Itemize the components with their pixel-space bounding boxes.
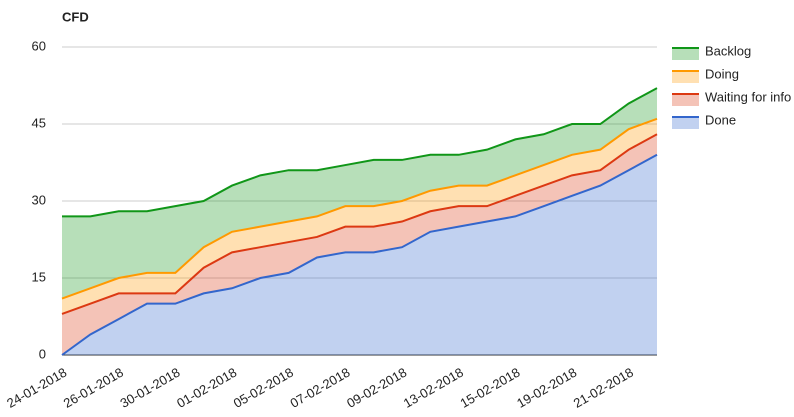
y-tick-label: 15 xyxy=(32,269,46,284)
y-tick-label: 60 xyxy=(32,38,46,53)
legend-label: Waiting for info xyxy=(705,89,791,104)
line xyxy=(61,153,658,356)
area xyxy=(62,154,657,355)
y-tick-label: 30 xyxy=(32,192,46,207)
line xyxy=(61,133,658,315)
x-tick-label: 13-02-2018 xyxy=(401,365,466,411)
legend-swatch xyxy=(672,71,699,83)
x-tick-label: 30-01-2018 xyxy=(117,365,182,411)
x-tick-label: 01-02-2018 xyxy=(174,365,239,411)
chart-title: CFD xyxy=(62,9,89,24)
area xyxy=(62,118,657,314)
x-tick-label: 21-02-2018 xyxy=(571,365,636,411)
legend-swatch xyxy=(672,117,699,129)
legend-swatch xyxy=(672,94,699,106)
line xyxy=(62,87,658,218)
y-tick-label: 0 xyxy=(39,346,46,361)
area xyxy=(62,134,657,355)
legend-label: Doing xyxy=(705,66,739,81)
legend-label: Done xyxy=(705,112,736,127)
x-tick-label: 07-02-2018 xyxy=(287,365,352,411)
line xyxy=(61,117,658,300)
x-tick-label: 15-02-2018 xyxy=(457,365,522,411)
y-tick-label: 45 xyxy=(32,115,46,130)
legend-label: Backlog xyxy=(705,43,751,58)
x-tick-label: 24-01-2018 xyxy=(4,365,69,411)
x-tick-label: 05-02-2018 xyxy=(231,365,296,411)
legend-swatch xyxy=(672,48,699,60)
x-tick-label: 26-01-2018 xyxy=(61,365,126,411)
area xyxy=(62,88,657,299)
x-tick-label: 19-02-2018 xyxy=(514,365,579,411)
x-tick-label: 09-02-2018 xyxy=(344,365,409,411)
